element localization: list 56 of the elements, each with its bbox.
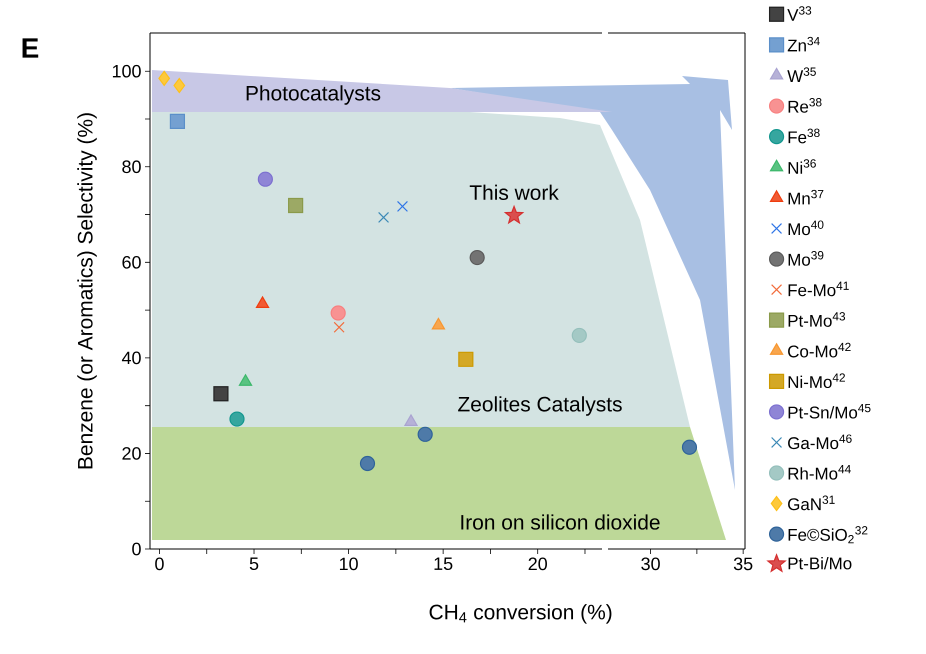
legend-label: Re$^{38}$ [788,98,822,113]
legend-label: Rh-Mo$^{44}$ [788,465,851,480]
y-tick-label: 40 [122,352,141,364]
legend-label: Pt-Mo$^{43}$ [788,312,846,327]
point [572,328,587,344]
x-tick-label: 10 [340,558,358,570]
legend-label: Mo$^{39}$ [788,251,824,266]
x-tick-label: 15 [434,558,452,570]
annotation: This work [470,184,559,200]
y-tick-label: 80 [122,160,141,174]
point [170,114,186,129]
x-tick-label: 20 [528,558,547,570]
point [330,305,346,321]
legend-label: V$^{33}$ [787,6,812,21]
point [334,322,345,333]
y-tick-label: 60 [122,256,141,269]
point [504,206,524,224]
point [458,352,474,367]
legend-label: Pt-Sn/Mo$^{45}$ [788,404,870,419]
point [229,411,245,427]
point [418,426,433,442]
legend-label: Ni$^{36}$ [788,159,816,174]
legend-label: Co-Mo$^{42}$ [788,342,851,358]
x-axis-title: CH$_{4}$ conversion (%) [430,604,612,624]
point [288,198,304,214]
legend-label: Fe©SiO$_{2}$32 [788,526,868,544]
x-tick-label: 0 [155,558,164,570]
point [213,386,229,402]
point [378,212,390,223]
legend-label: Mn$^{37}$ [788,190,824,204]
x-tick-label: 35 [734,558,752,570]
point [158,70,170,86]
legend-label: Ga-Mo$^{46}$ [788,434,852,450]
legend-label: Fe-Mo$^{41}$ [788,282,849,296]
legend-label: W$^{35}$ [787,67,816,82]
legend-label: Pt-Bi/Mo [788,556,852,570]
legend-label: Fe$^{38}$ [788,128,820,144]
point [470,250,485,266]
legend-label: Ni-Mo$^{42}$ [788,373,845,388]
y-tick-label: 20 [122,447,141,460]
annotation: Iron on silicon dioxide [461,514,660,530]
point [258,172,273,187]
legend-label: Mo$^{40}$ [788,220,824,236]
point [396,200,408,212]
y-axis-title: Benzene (or Aromatics) Selectivity (%) [77,113,97,468]
point [173,78,186,94]
x-tick-label: 5 [250,558,258,570]
annotation: Photocatalysts [246,85,380,105]
y-tick-label: 0 [132,542,141,556]
text: E [22,38,38,58]
x-tick-label: 30 [641,558,660,570]
legend-label: GaN$^{31}$ [788,496,835,510]
annotation: Zeolites Catalysts [458,396,622,416]
legend-label: Zn$^{34}$ [788,36,820,52]
point [360,456,376,472]
y-tick-label: 100 [112,64,141,78]
